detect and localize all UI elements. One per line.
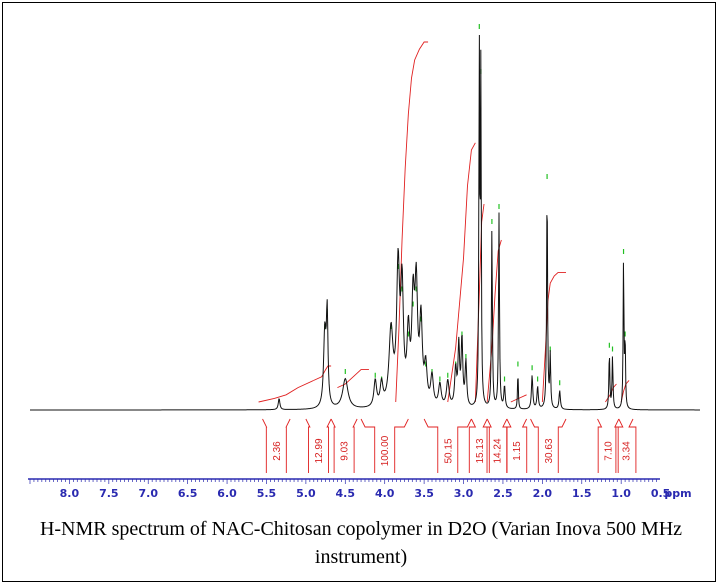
- integral-bracket: [305, 418, 332, 473]
- tick-label: 2.5: [493, 487, 513, 500]
- integral-value: 50.15: [443, 438, 454, 463]
- tick-label: 3.0: [454, 487, 474, 500]
- integral-curve: [474, 203, 485, 403]
- integral-bracket: [530, 418, 567, 473]
- integral-curve: [541, 271, 566, 403]
- tick-label: 3.5: [414, 487, 434, 500]
- tick-label: 1.0: [611, 487, 631, 500]
- integral-bracket: [506, 418, 528, 473]
- integral-bracket: [330, 418, 358, 473]
- tick-label: 7.0: [138, 487, 158, 500]
- tick-label: 7.5: [99, 487, 119, 500]
- spectrum-trace: [30, 34, 700, 411]
- integral-bracket: [360, 418, 409, 473]
- integral-value: 2.36: [272, 441, 283, 461]
- integral-value: 100.00: [380, 435, 391, 466]
- integral-bracket: [423, 418, 472, 473]
- integral-bracket: [615, 418, 637, 473]
- integral-curve: [605, 383, 617, 403]
- axis-unit-label: ppm: [664, 487, 691, 500]
- integral-value: 3.34: [621, 441, 632, 461]
- tick-label: 6.0: [217, 487, 237, 500]
- integral-bracket: [468, 418, 490, 473]
- tick-label: 1.5: [572, 487, 592, 500]
- integral-value: 30.63: [544, 438, 555, 463]
- integral-value: 7.10: [604, 441, 615, 461]
- integral-value: 14.24: [493, 438, 504, 463]
- integral-value: 12.99: [314, 438, 325, 463]
- integral-value: 1.15: [512, 441, 523, 461]
- integral-bracket: [486, 418, 508, 473]
- integral-curve: [258, 379, 314, 403]
- tick-label: 5.5: [257, 487, 277, 500]
- tick-label: 8.0: [60, 487, 80, 500]
- tick-label: 4.5: [336, 487, 356, 500]
- integral-value: 9.03: [340, 441, 351, 461]
- integral-curve: [313, 365, 332, 381]
- integral-brackets: 2.36 12.99 9.03 100.00 50.15 15.13 14.24 1.15 30…: [262, 418, 637, 473]
- integral-bracket: [262, 418, 291, 473]
- tick-label: 6.5: [178, 487, 198, 500]
- integral-value: 15.13: [475, 438, 486, 463]
- tick-label: 2.0: [533, 487, 553, 500]
- integral-curves: [258, 41, 630, 403]
- tick-label: 0.5: [651, 487, 671, 500]
- peak-markers: [324, 24, 626, 386]
- integral-curve: [395, 41, 429, 403]
- integral-curve: [337, 369, 369, 389]
- ppm-axis: 8.0 7.5 7.0 6.5 6.0 5.5 5.0 4.5 4.0 3.5 3.0 2.5 2.0 1…: [28, 478, 692, 500]
- integral-curve: [447, 142, 476, 403]
- tick-label: 5.0: [296, 487, 316, 500]
- figure-caption: H-NMR spectrum of NAC-Chitosan copolymer…: [39, 518, 683, 568]
- tick-label: 4.0: [375, 487, 395, 500]
- nmr-spectrum-plot: 2.36 12.99 9.03 100.00 50.15 15.13 14.24 1.15 30…: [28, 24, 700, 500]
